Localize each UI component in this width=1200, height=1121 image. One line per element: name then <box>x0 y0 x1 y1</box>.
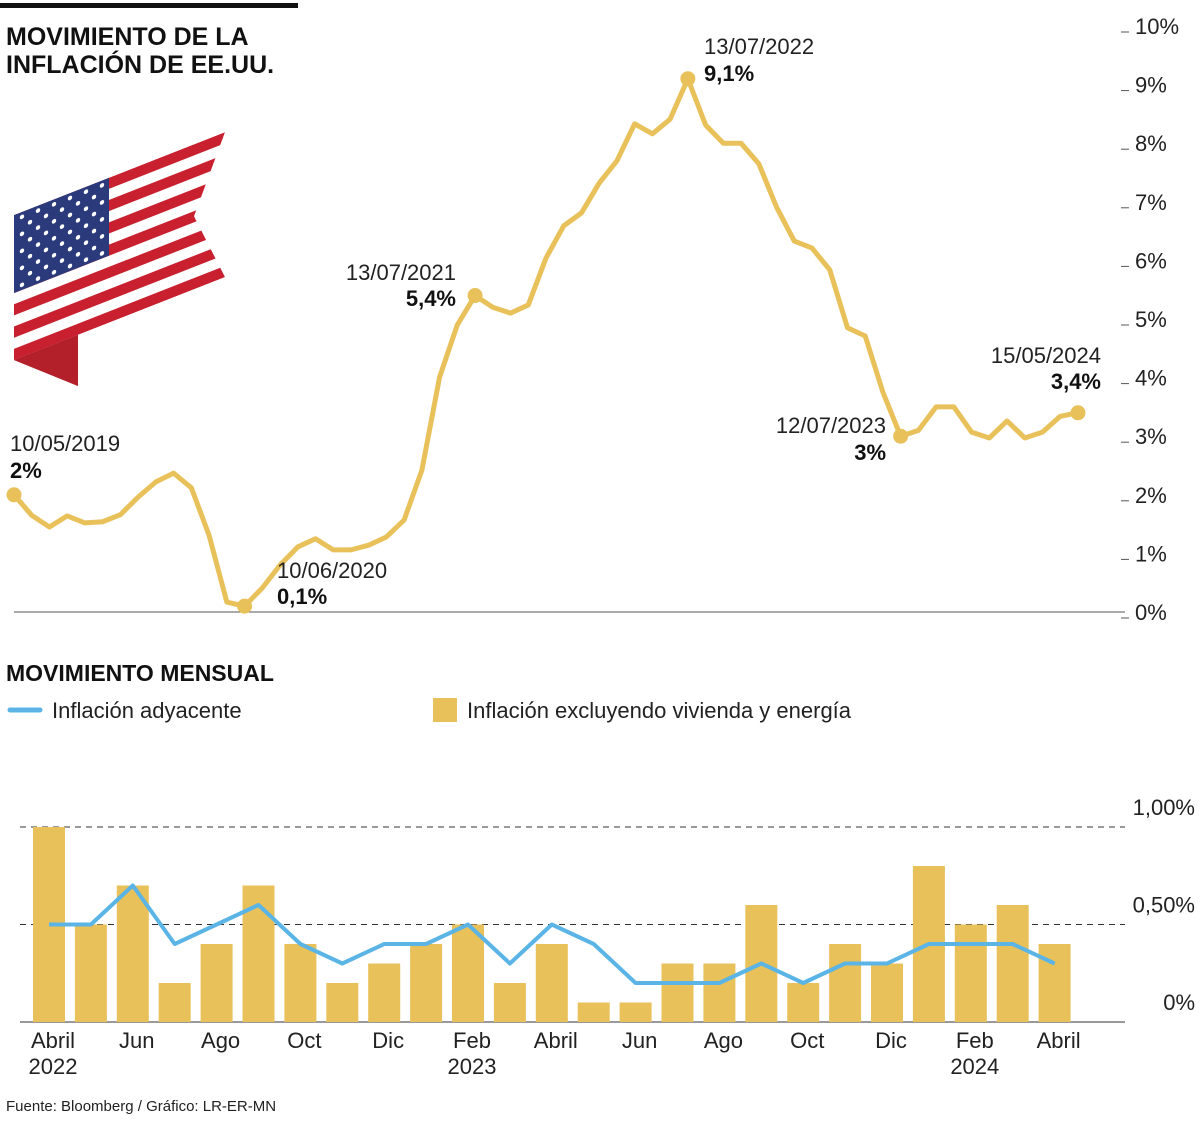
bar <box>326 983 359 1022</box>
bar <box>619 1002 652 1022</box>
annotation-date: 15/05/2024 <box>991 343 1101 368</box>
annotation-date: 10/05/2019 <box>10 431 120 456</box>
bar <box>368 963 401 1022</box>
annotation-date: 12/07/2023 <box>776 413 886 438</box>
bar <box>493 983 526 1022</box>
bar <box>116 885 149 1022</box>
annotation-dot <box>467 288 483 304</box>
flag <box>14 132 225 386</box>
x-year-label: 2023 <box>448 1054 497 1079</box>
y-tick-label: 1,00% <box>1133 795 1195 820</box>
x-tick-label: Oct <box>287 1028 321 1053</box>
bar <box>284 944 317 1022</box>
bar <box>661 963 694 1022</box>
x-year-label: 2022 <box>29 1054 78 1079</box>
bar <box>871 963 903 1022</box>
annotation-date: 13/07/2021 <box>346 260 456 285</box>
bar <box>954 924 987 1022</box>
y-tick-label: 1% <box>1135 541 1167 566</box>
annotation-value: 3,4% <box>1051 369 1101 394</box>
x-tick-label: Abril <box>1037 1028 1081 1053</box>
annotation-dot <box>1070 405 1086 421</box>
y-tick-label: 9% <box>1135 73 1167 98</box>
legend-swatch <box>433 698 457 722</box>
y-tick-label: 0% <box>1135 600 1167 625</box>
annotation-dot <box>893 428 909 444</box>
bar <box>200 944 233 1022</box>
flag-canton <box>14 177 109 293</box>
y-tick-label: 10% <box>1135 14 1179 39</box>
chart-title: MOVIMIENTO MENSUAL <box>6 660 274 686</box>
annotation-value: 2% <box>10 458 42 483</box>
annotation-value: 9,1% <box>704 61 754 86</box>
bar <box>535 944 568 1022</box>
x-year-label: 2024 <box>950 1054 999 1079</box>
bar <box>996 905 1029 1022</box>
annotation-dot <box>237 598 253 614</box>
x-tick-label: Oct <box>790 1028 824 1053</box>
x-tick-label: Feb <box>453 1028 491 1053</box>
x-tick-label: Feb <box>956 1028 994 1053</box>
bar <box>452 924 484 1022</box>
y-tick-label: 0,50% <box>1133 893 1195 918</box>
y-tick-label: 8% <box>1135 131 1167 156</box>
title-line: MOVIMIENTO DE LA <box>6 23 249 51</box>
annotation-value: 3% <box>854 440 886 465</box>
bar <box>1038 944 1071 1022</box>
bar-chart: MOVIMIENTO MENSUAL 0% 0,50% 1,00% Inflación … <box>6 660 1195 1079</box>
bar <box>703 963 736 1022</box>
legend-label: Inflación adyacente <box>52 698 242 723</box>
x-tick-label: Abril <box>31 1028 75 1053</box>
y-tick-label: 0% <box>1163 990 1195 1015</box>
x-tick-label: Jun <box>622 1028 657 1053</box>
source: Fuente: Bloomberg / Gráfico: LR-ER-MN <box>6 1098 276 1115</box>
y-tick-label: 2% <box>1135 483 1167 508</box>
bar <box>74 924 107 1022</box>
legend-label: Inflación excluyendo vivienda y energía <box>467 698 852 723</box>
bar <box>829 944 862 1022</box>
y-tick-label: 4% <box>1135 366 1167 391</box>
bar <box>787 983 820 1022</box>
annotation-value: 5,4% <box>406 286 456 311</box>
annotation-dot <box>680 71 696 87</box>
annotation-value: 0,1% <box>277 584 327 609</box>
y-tick-label: 6% <box>1135 248 1167 273</box>
line-series <box>49 883 1056 985</box>
x-tick-label: Dic <box>875 1028 907 1053</box>
bar <box>577 1002 610 1022</box>
bar <box>410 944 443 1022</box>
y-tick-label: 7% <box>1135 190 1167 215</box>
annotation-date: 10/06/2020 <box>277 558 387 583</box>
x-tick-label: Dic <box>372 1028 404 1053</box>
annotation-dot <box>6 487 22 503</box>
bar <box>158 983 191 1022</box>
title-line: INFLACIÓN DE EE.UU. <box>6 49 274 79</box>
title-rule <box>0 3 298 8</box>
x-tick-label: Abril <box>534 1028 578 1053</box>
y-tick-label: 5% <box>1135 307 1167 332</box>
line-chart: 0%1%2%3%4%5%6%7%8%9%10%10/05/20192%10/06… <box>6 14 1179 625</box>
x-tick-label: Jun <box>119 1028 154 1053</box>
y-tick-label: 3% <box>1135 424 1167 449</box>
annotation-date: 13/07/2022 <box>704 34 814 59</box>
x-tick-label: Ago <box>201 1028 240 1053</box>
x-tick-label: Ago <box>704 1028 743 1053</box>
